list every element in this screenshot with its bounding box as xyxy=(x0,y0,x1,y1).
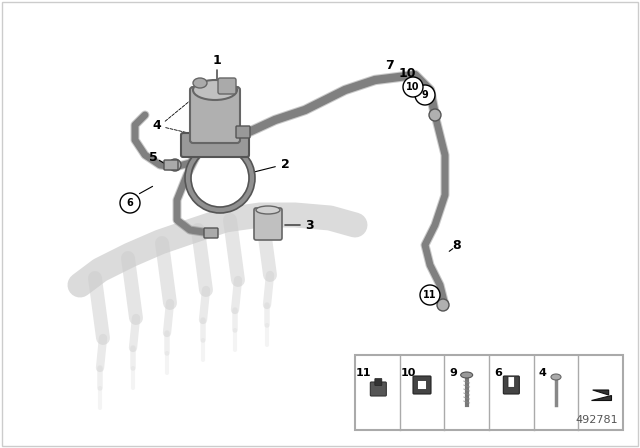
Circle shape xyxy=(403,77,423,97)
Text: 5: 5 xyxy=(148,151,157,164)
FancyBboxPatch shape xyxy=(164,160,178,170)
Text: 8: 8 xyxy=(452,238,461,251)
Text: 9: 9 xyxy=(422,90,428,100)
FancyBboxPatch shape xyxy=(371,382,387,396)
Text: 7: 7 xyxy=(386,59,394,72)
Text: 10: 10 xyxy=(401,368,416,378)
Text: 1: 1 xyxy=(212,53,221,66)
Text: 6: 6 xyxy=(494,368,502,378)
Text: 11: 11 xyxy=(423,290,436,300)
FancyBboxPatch shape xyxy=(236,126,250,138)
Circle shape xyxy=(420,285,440,305)
Polygon shape xyxy=(591,395,611,400)
Text: 10: 10 xyxy=(406,82,420,92)
Ellipse shape xyxy=(256,206,280,214)
Circle shape xyxy=(415,85,435,105)
FancyBboxPatch shape xyxy=(375,379,382,385)
FancyBboxPatch shape xyxy=(254,208,282,240)
FancyBboxPatch shape xyxy=(181,133,249,157)
Text: 10: 10 xyxy=(398,66,416,79)
FancyBboxPatch shape xyxy=(218,78,236,94)
Ellipse shape xyxy=(551,374,561,380)
Text: 9: 9 xyxy=(449,368,457,378)
FancyBboxPatch shape xyxy=(417,380,426,389)
FancyBboxPatch shape xyxy=(190,87,240,143)
Text: 2: 2 xyxy=(280,158,289,171)
Circle shape xyxy=(437,299,449,311)
Ellipse shape xyxy=(461,372,473,378)
FancyBboxPatch shape xyxy=(413,376,431,394)
Text: 4: 4 xyxy=(539,368,547,378)
FancyBboxPatch shape xyxy=(508,377,515,388)
Ellipse shape xyxy=(193,80,237,100)
Ellipse shape xyxy=(193,78,207,88)
Text: 6: 6 xyxy=(127,198,133,208)
Circle shape xyxy=(120,193,140,213)
Text: 4: 4 xyxy=(152,119,161,132)
FancyBboxPatch shape xyxy=(503,376,519,394)
Polygon shape xyxy=(593,390,609,395)
Circle shape xyxy=(169,159,181,171)
Text: 3: 3 xyxy=(306,219,314,232)
Bar xyxy=(355,355,623,430)
FancyBboxPatch shape xyxy=(204,228,218,238)
Text: 492781: 492781 xyxy=(575,415,618,425)
Text: 11: 11 xyxy=(356,368,372,378)
Circle shape xyxy=(429,109,441,121)
